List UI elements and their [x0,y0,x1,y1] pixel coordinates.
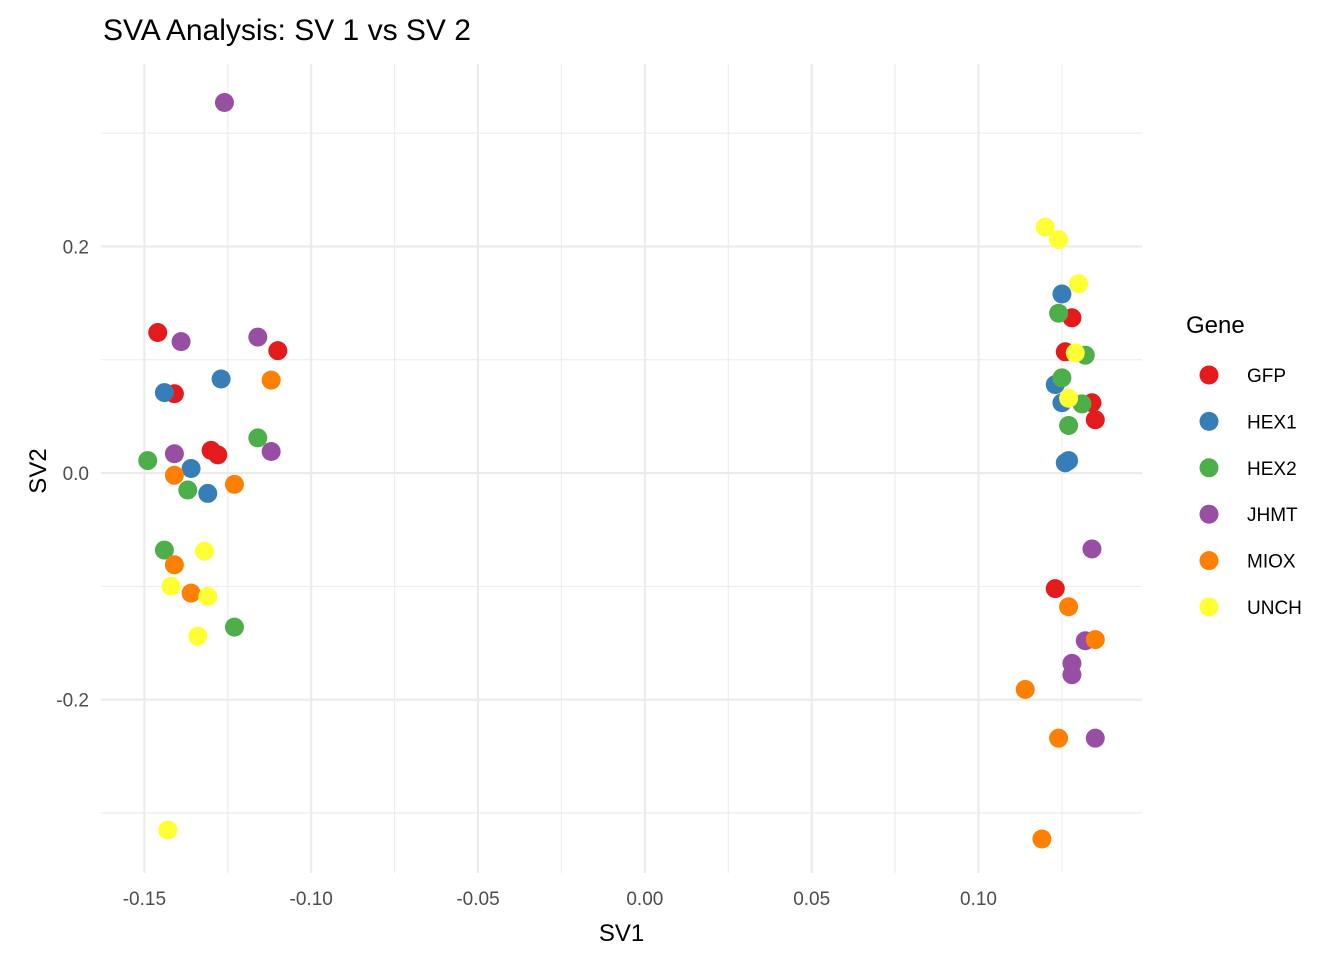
y-axis-label: SV2 [25,448,52,493]
data-point [154,540,174,560]
data-point [164,555,184,575]
legend-key-jhmt [1199,504,1219,524]
legend-items: GFP HEX1 HEX2 JHMT MIOX UNCH [1199,365,1302,619]
x-tick-label: 0.10 [960,889,997,910]
data-point [1059,415,1079,435]
x-tick-label: -0.05 [456,889,499,910]
legend-key-unch [1199,597,1219,617]
data-point [1059,597,1079,617]
x-tick-label: -0.15 [123,889,166,910]
data-point [214,93,234,113]
data-point [248,327,268,347]
data-point [1065,343,1085,363]
data-point [1015,679,1035,699]
data-points [138,93,1105,849]
data-point [178,480,198,500]
data-point [208,445,228,465]
data-point [1049,230,1069,250]
data-point [1052,368,1072,388]
data-point [158,820,178,840]
legend-key-miox [1199,551,1219,571]
data-point [171,332,191,352]
data-point [194,541,214,561]
data-point [1062,653,1082,673]
data-point [261,442,281,462]
legend-label-miox: MIOX [1247,552,1296,573]
legend-label-unch: UNCH [1247,598,1302,619]
data-point [1082,539,1102,559]
data-point [248,428,268,448]
data-point [261,370,281,390]
data-point [1059,388,1079,408]
y-tick-label: 0.2 [63,237,89,258]
data-point [1085,728,1105,748]
series-hex2 [138,303,1095,637]
x-tick-label: -0.10 [290,889,333,910]
data-point [1035,217,1055,237]
data-point [148,323,168,343]
legend-key-hex1 [1199,411,1219,431]
data-point [1045,579,1065,599]
legend-label-hex2: HEX2 [1247,459,1297,480]
data-point [1049,728,1069,748]
data-point [1085,410,1105,430]
data-point [1059,451,1079,471]
legend-label-hex1: HEX1 [1247,412,1297,433]
data-point [1052,284,1072,304]
data-point [138,451,158,471]
series-miox [164,370,1105,849]
data-point [1032,829,1052,849]
legend-label-gfp: GFP [1247,366,1286,387]
series-jhmt [164,93,1105,748]
y-tick-label: -0.2 [56,691,89,712]
series-gfp [148,308,1105,599]
grid [101,64,1142,873]
data-point [164,444,184,464]
data-point [224,474,244,494]
legend-title: Gene [1186,312,1245,339]
data-point [198,587,218,607]
series-hex1 [154,284,1079,503]
y-axis-ticks: -0.2 0.0 0.2 [56,237,89,711]
legend-key-gfp [1199,365,1219,385]
data-point [1069,274,1089,294]
data-point [154,383,174,403]
data-point [198,483,218,503]
chart-title: SVA Analysis: SV 1 vs SV 2 [103,14,471,47]
data-point [224,617,244,637]
series-unch [158,217,1089,840]
legend: Gene GFP HEX1 HEX2 JHMT MIOX UNCH [1186,312,1302,619]
data-point [188,626,208,646]
data-point [164,465,184,485]
data-point [211,369,231,389]
data-point [1049,303,1069,323]
x-tick-label: 0.05 [793,889,830,910]
data-point [181,459,201,478]
data-point [1085,630,1105,650]
data-point [268,341,288,361]
data-point [161,576,181,596]
x-tick-label: 0.00 [626,889,663,910]
x-axis-label: SV1 [599,920,644,947]
y-tick-label: 0.0 [63,464,89,485]
data-point [181,583,201,603]
legend-key-hex2 [1199,458,1219,478]
x-axis-ticks: -0.15 -0.10 -0.05 0.00 0.05 0.10 [123,889,997,910]
legend-label-jhmt: JHMT [1247,505,1298,526]
